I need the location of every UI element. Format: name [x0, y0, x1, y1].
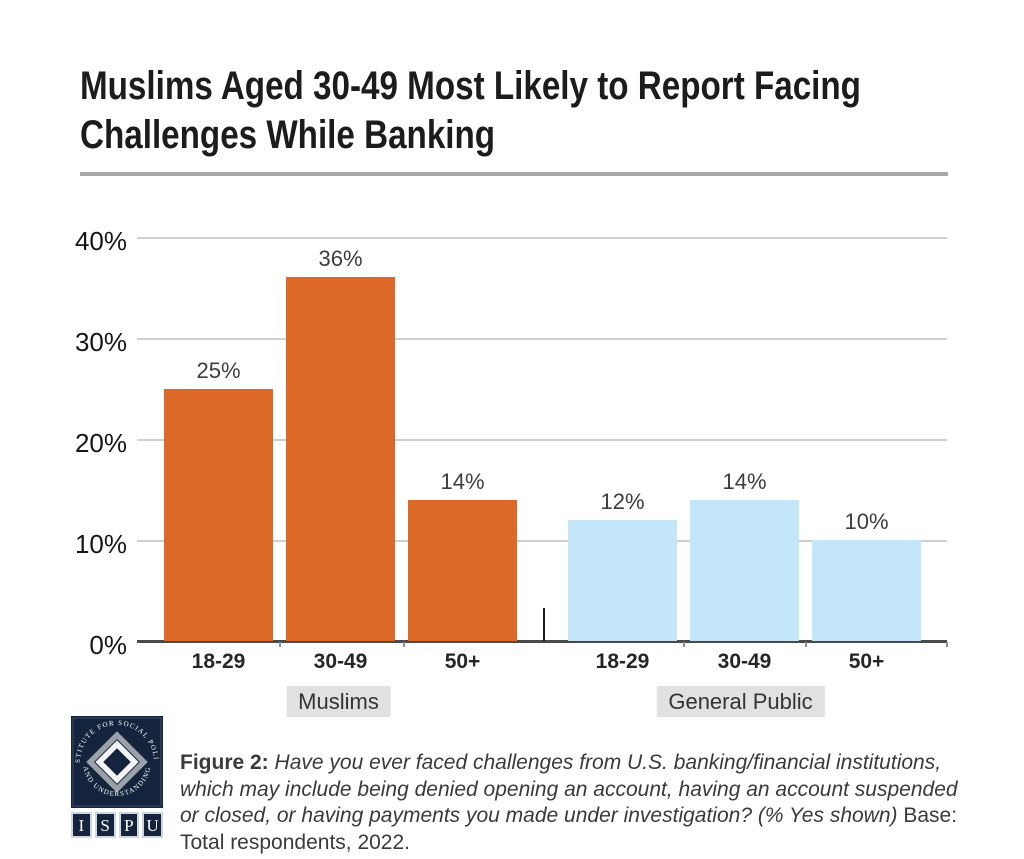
y-tick-label-10: 10% — [74, 529, 127, 559]
figure-caption: Figure 2: Have you ever faced challenges… — [180, 750, 968, 856]
axis-minor-tick — [279, 642, 281, 647]
y-tick-label-0: 0% — [89, 630, 127, 660]
gridline-40 — [137, 237, 947, 239]
x-axis-line — [137, 640, 947, 643]
axis-minor-tick — [403, 642, 405, 647]
bar-general-public-30-49 — [690, 499, 799, 641]
value-label-general-public-18-29: 12% — [600, 488, 645, 514]
gridline-20 — [137, 439, 947, 441]
category-label-muslims-18-29: 18-29 — [191, 650, 246, 673]
category-label-general-public-50-: 50+ — [848, 650, 885, 673]
page-title: Muslims Aged 30-49 Most Likely to Report… — [80, 62, 861, 160]
ispu-letter: U — [142, 812, 163, 838]
gridline-10 — [137, 540, 947, 542]
axis-minor-tick — [946, 642, 948, 647]
ispu-letter: P — [118, 812, 140, 838]
title-divider — [80, 172, 948, 176]
category-label-general-public-18-29: 18-29 — [595, 650, 650, 673]
axis-minor-tick — [805, 642, 807, 647]
value-label-general-public-30-49: 14% — [722, 468, 767, 494]
title-line-1: Muslims Aged 30-49 Most Likely to Report… — [80, 64, 861, 108]
bar-muslims-18-29 — [164, 388, 273, 641]
value-label-general-public-50-: 10% — [844, 509, 889, 534]
survey-question: Have you ever faced challenges from U.S.… — [180, 751, 958, 827]
group-divider-tick — [543, 608, 545, 641]
category-label-muslims-50-: 50+ — [444, 650, 481, 673]
y-tick-label-40: 40% — [74, 226, 127, 256]
group-label-muslims: Muslims — [286, 686, 391, 717]
y-tick-label-20: 20% — [74, 428, 127, 458]
figure-label: Figure 2: — [180, 751, 269, 774]
bar-general-public-50- — [812, 540, 921, 641]
base-note: Base: Total respondents, 2022. — [180, 804, 958, 854]
bar-muslims-50- — [408, 499, 517, 641]
axis-minor-tick — [683, 642, 685, 647]
ispu-logo-emblem-icon: INSTITUTE FOR SOCIAL POLICY AND UNDERSTA… — [71, 716, 163, 808]
ispu-letter: I — [71, 812, 92, 838]
value-label-muslims-50-: 14% — [440, 468, 485, 494]
y-tick-label-30: 30% — [74, 327, 127, 357]
bar-general-public-18-29 — [568, 519, 677, 641]
category-label-muslims-30-49: 30-49 — [313, 650, 368, 673]
bar-muslims-30-49 — [286, 277, 395, 641]
ispu-acronym: I S P U — [71, 812, 163, 838]
ispu-letter: S — [94, 812, 116, 838]
value-label-muslims-18-29: 25% — [196, 357, 241, 383]
group-label-general-public: General Public — [656, 686, 825, 717]
value-label-muslims-30-49: 36% — [318, 246, 363, 272]
title-line-2: Challenges While Banking — [80, 113, 496, 157]
gridline-30 — [137, 338, 947, 340]
ispu-logo: INSTITUTE FOR SOCIAL POLICY AND UNDERSTA… — [71, 716, 163, 838]
category-label-general-public-30-49: 30-49 — [717, 650, 772, 673]
